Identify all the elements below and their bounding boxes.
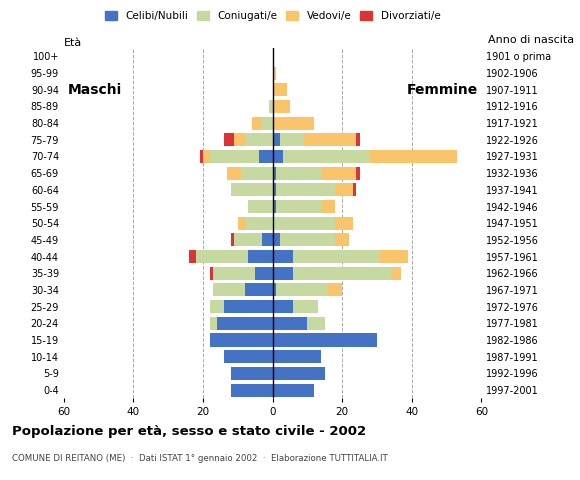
Bar <box>335 183 353 196</box>
Bar <box>335 233 349 246</box>
Bar <box>276 167 321 180</box>
Bar <box>293 267 391 280</box>
Bar <box>273 300 293 313</box>
Bar <box>189 250 196 263</box>
Bar <box>280 233 335 246</box>
Bar <box>231 233 234 246</box>
Bar <box>217 317 273 330</box>
Bar <box>273 216 335 230</box>
Bar <box>280 133 304 146</box>
Bar <box>335 216 353 230</box>
Text: Femmine: Femmine <box>407 83 478 96</box>
Bar <box>269 100 273 113</box>
Bar <box>273 317 307 330</box>
Bar <box>356 133 360 146</box>
Bar <box>370 150 457 163</box>
Bar <box>273 283 276 297</box>
Text: Maschi: Maschi <box>67 83 122 96</box>
Bar <box>276 200 321 213</box>
Bar <box>224 300 273 313</box>
Bar <box>293 300 318 313</box>
Bar <box>234 133 245 146</box>
Bar <box>231 384 273 396</box>
Bar <box>304 133 356 146</box>
Bar <box>213 283 245 297</box>
Bar <box>276 183 335 196</box>
Bar <box>273 384 314 396</box>
Text: Anno di nascita: Anno di nascita <box>488 35 574 45</box>
Bar <box>321 167 356 180</box>
Bar <box>380 250 408 263</box>
Bar <box>273 350 321 363</box>
Bar <box>262 233 273 246</box>
Bar <box>273 100 290 113</box>
Bar <box>210 334 273 347</box>
Legend: Celibi/Nubili, Coniugati/e, Vedovi/e, Divorziati/e: Celibi/Nubili, Coniugati/e, Vedovi/e, Di… <box>105 11 440 21</box>
Text: Popolazione per età, sesso e stato civile - 2002: Popolazione per età, sesso e stato civil… <box>12 425 366 438</box>
Bar <box>276 283 328 297</box>
Bar <box>273 167 276 180</box>
Bar <box>231 367 273 380</box>
Bar <box>245 216 273 230</box>
Bar <box>328 283 342 297</box>
Bar <box>353 183 356 196</box>
Text: Età: Età <box>64 38 82 48</box>
Bar <box>200 150 203 163</box>
Bar <box>210 150 259 163</box>
Bar <box>203 150 210 163</box>
Bar <box>273 334 377 347</box>
Bar <box>273 83 287 96</box>
Bar <box>213 267 255 280</box>
Bar <box>293 250 380 263</box>
Bar <box>273 200 276 213</box>
Bar <box>227 167 241 180</box>
Bar <box>307 317 325 330</box>
Bar <box>273 117 314 130</box>
Bar <box>210 317 217 330</box>
Bar <box>210 300 224 313</box>
Bar <box>252 117 262 130</box>
Bar <box>231 183 273 196</box>
Bar <box>248 250 273 263</box>
Bar <box>391 267 401 280</box>
Bar <box>196 250 248 263</box>
Bar <box>273 250 293 263</box>
Bar <box>234 233 262 246</box>
Bar <box>273 67 276 80</box>
Bar <box>255 267 273 280</box>
Bar <box>283 150 370 163</box>
Bar <box>273 150 283 163</box>
Text: COMUNE DI REITANO (ME)  ·  Dati ISTAT 1° gennaio 2002  ·  Elaborazione TUTTITALI: COMUNE DI REITANO (ME) · Dati ISTAT 1° g… <box>12 454 387 463</box>
Bar <box>224 350 273 363</box>
Bar <box>356 167 360 180</box>
Bar <box>248 200 273 213</box>
Bar <box>273 233 280 246</box>
Bar <box>273 367 325 380</box>
Bar <box>273 267 293 280</box>
Bar <box>210 267 213 280</box>
Bar <box>273 133 280 146</box>
Bar <box>262 117 273 130</box>
Bar <box>241 167 273 180</box>
Bar <box>245 133 273 146</box>
Bar <box>238 216 245 230</box>
Bar <box>245 283 273 297</box>
Bar <box>259 150 273 163</box>
Bar <box>273 183 276 196</box>
Bar <box>224 133 234 146</box>
Bar <box>321 200 335 213</box>
